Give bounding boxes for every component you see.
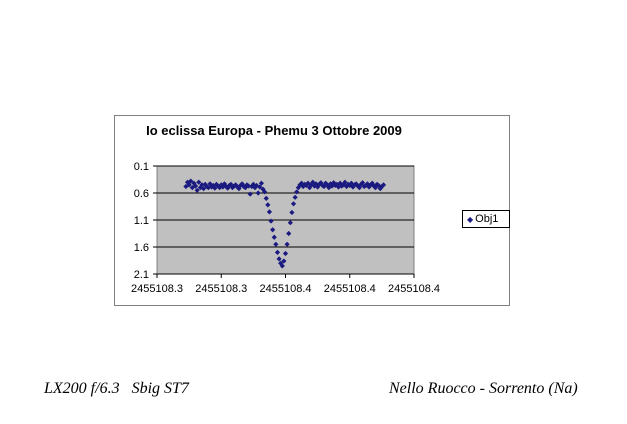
x-tick-label: 2455108.4 [260, 283, 312, 295]
data-point [276, 256, 282, 262]
data-point [273, 241, 279, 247]
data-point [286, 230, 292, 237]
legend-marker-icon: ◆ [467, 214, 474, 224]
chart-title: Io eclissa Europa - Phemu 3 Ottobre 2009 [146, 123, 402, 138]
data-point [353, 181, 359, 187]
data-point [265, 202, 271, 208]
x-tick-label: 2455108.4 [324, 283, 376, 295]
data-point [313, 181, 319, 187]
author-caption: Nello Ruocco - Sorrento (Na) [389, 380, 578, 397]
data-point [199, 182, 205, 188]
data-point [257, 184, 263, 190]
data-point [260, 186, 266, 192]
x-tick-label: 2455108.4 [388, 283, 440, 295]
data-point [245, 183, 252, 189]
y-tick-label: 0.1 [134, 161, 149, 173]
data-point [337, 180, 343, 186]
data-point [271, 234, 277, 240]
data-point [207, 181, 213, 187]
data-point [188, 178, 194, 184]
data-point [315, 184, 321, 190]
data-point [374, 181, 380, 187]
data-point [290, 201, 297, 207]
data-point [321, 183, 327, 190]
data-point [305, 180, 311, 186]
data-point [361, 183, 367, 190]
plot-svg: 0.1 0.6 1.1 1.6 2.1 2455108.3 2455108.3 2455108… [131, 161, 440, 295]
data-point [376, 182, 382, 189]
data-point [226, 182, 232, 189]
data-point [194, 187, 200, 193]
y-tick-label: 2.1 [134, 269, 149, 281]
legend-label: Obj1 [475, 213, 499, 225]
x-tick-label: 2455108.3 [195, 283, 247, 295]
data-point [255, 190, 261, 196]
y-tick-label: 1.6 [134, 242, 149, 254]
data-point [186, 182, 192, 188]
data-point [192, 183, 199, 189]
data-point [205, 185, 211, 191]
legend: ◆ Obj1 [462, 210, 510, 228]
data-point [369, 180, 375, 186]
data-point [380, 182, 387, 188]
equipment-caption: LX200 f/6.3 Sbig ST7 [44, 380, 189, 397]
data-point [258, 180, 265, 186]
data-point [200, 186, 207, 192]
data-point [210, 182, 216, 189]
data-point [220, 184, 226, 190]
y-tick-label: 1.1 [134, 215, 149, 227]
data-point [274, 249, 281, 255]
data-point [298, 180, 305, 186]
x-tick-label: 2455108.3 [131, 283, 183, 295]
data-point [289, 209, 295, 216]
data-point [377, 186, 383, 192]
data-point [284, 241, 290, 247]
data-point [323, 180, 329, 186]
data-point [234, 184, 240, 190]
data-point [297, 182, 303, 188]
data-point [282, 250, 289, 257]
data-point [348, 180, 354, 186]
data-point [270, 227, 276, 233]
chart-area: Io eclissa Europa - Phemu 3 Ottobre 2009… [114, 115, 510, 306]
y-tick-label: 0.6 [134, 188, 149, 200]
data-point [292, 194, 298, 200]
data-point [196, 179, 202, 185]
data-point [266, 209, 273, 215]
